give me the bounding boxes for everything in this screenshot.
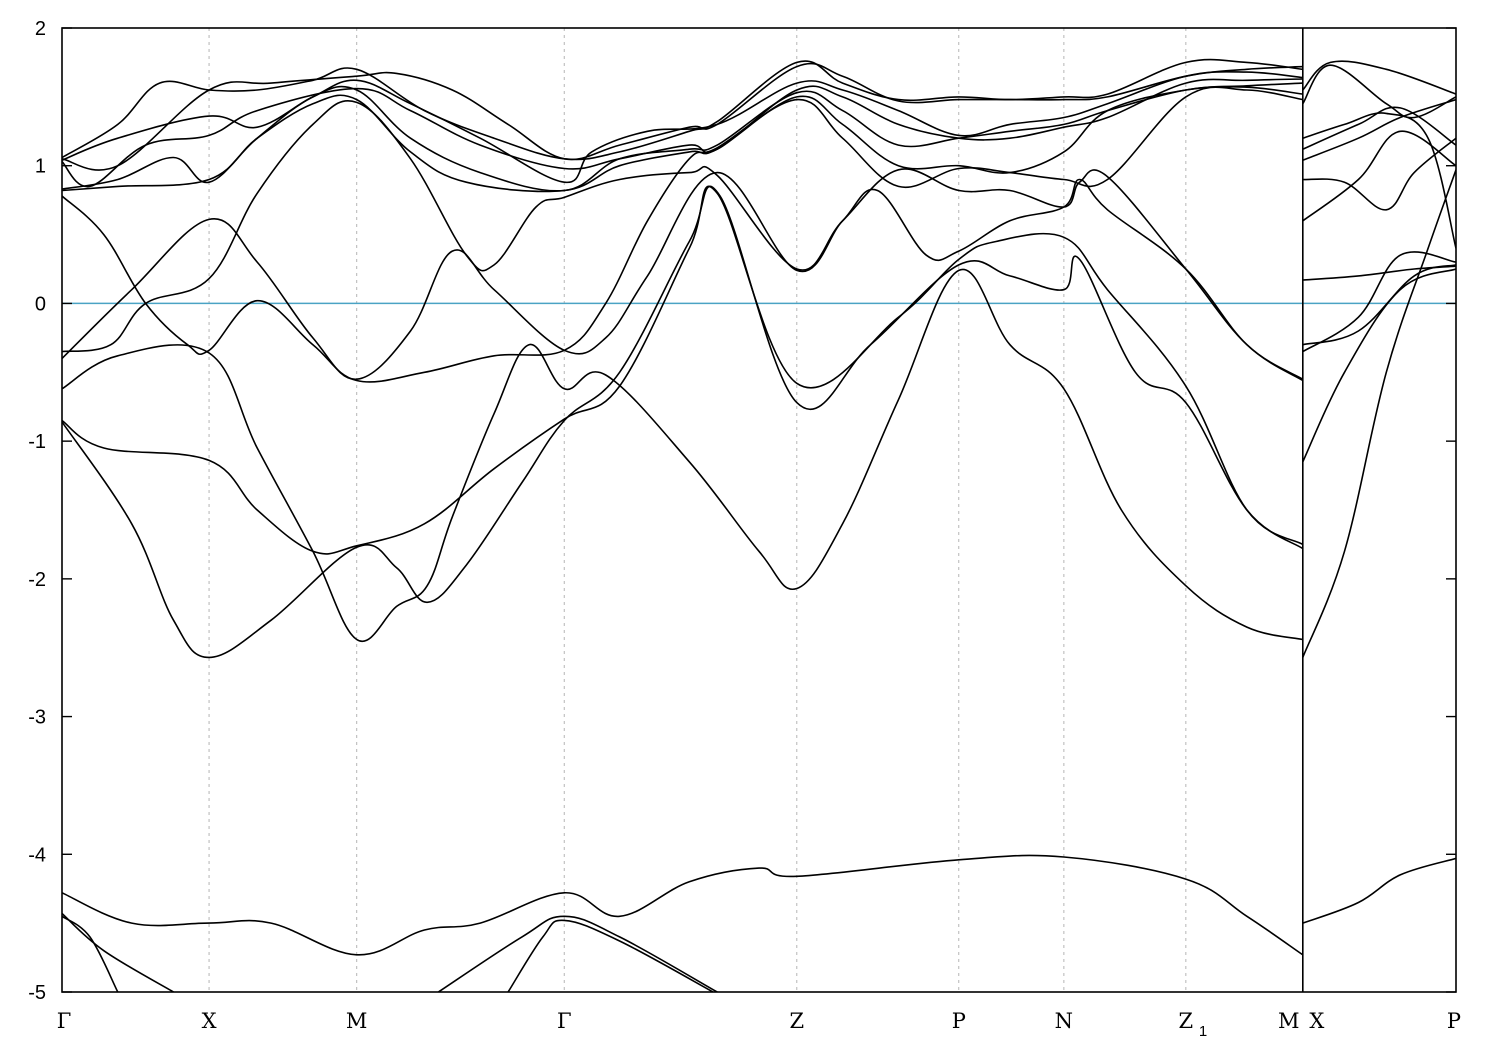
y-tick-label: -2 xyxy=(28,569,46,591)
band-line-2 xyxy=(62,185,1304,555)
band-line-5 xyxy=(62,100,1304,380)
y-tick-label: -4 xyxy=(28,844,46,866)
y-tick-label: -1 xyxy=(28,431,46,453)
kpoint-label: Z xyxy=(789,1009,804,1033)
y-tick-label: -5 xyxy=(28,982,46,1004)
band-line-28 xyxy=(1302,60,1456,95)
band-line-30 xyxy=(1302,857,1456,924)
kpoint-label: X xyxy=(1309,1009,1324,1033)
band-line-1 xyxy=(62,268,1303,643)
kpoint-label: X xyxy=(202,1009,217,1033)
kpoint-label: N xyxy=(1055,1009,1073,1033)
band-line-3 xyxy=(62,185,1304,659)
y-tick-labels: 2 1 0 -1 -2 -3 -4 -5 xyxy=(28,18,46,1004)
band-line-21 xyxy=(1302,268,1456,463)
band-line-26 xyxy=(1302,106,1456,150)
band-line-13 xyxy=(62,854,1304,956)
band-line-16 xyxy=(437,915,718,992)
kpoint-label: Γ xyxy=(557,1009,572,1033)
plot-frame xyxy=(61,27,1457,993)
band-line-23 xyxy=(1302,130,1456,222)
band-line-10 xyxy=(62,70,1303,184)
band-line-27 xyxy=(1302,112,1456,249)
band-line-7 xyxy=(62,85,1303,193)
y-tick-label: 2 xyxy=(35,18,46,40)
kpoint-label: P xyxy=(952,1009,966,1033)
band-lines xyxy=(62,58,1456,992)
y-tick-label: 1 xyxy=(35,156,46,178)
band-line-12 xyxy=(62,62,1303,171)
band-line-19 xyxy=(1302,264,1456,346)
band-line-25 xyxy=(1302,98,1456,161)
band-line-22 xyxy=(1302,169,1456,658)
band-line-4 xyxy=(62,171,1304,382)
grid-lines xyxy=(208,28,1304,992)
band-line-15 xyxy=(62,912,174,992)
kpoint-label: M xyxy=(346,1009,368,1033)
band-line-11 xyxy=(62,58,1303,161)
band-line-24 xyxy=(1302,137,1456,211)
y-tick-label: -3 xyxy=(28,707,46,729)
kpoint-label: P xyxy=(1447,1009,1461,1033)
band-line-17 xyxy=(507,919,714,992)
kpoint-label: Z xyxy=(1179,1009,1194,1033)
band-line-20 xyxy=(1302,251,1456,353)
kpoint-label-subscript: 1 xyxy=(1199,1023,1207,1040)
band-line-29 xyxy=(1302,64,1456,119)
kpoint-label: M xyxy=(1278,1009,1300,1033)
y-tick-label: 0 xyxy=(35,293,46,315)
band-line-9 xyxy=(62,78,1303,188)
band-line-6 xyxy=(62,86,1303,383)
band-line-8 xyxy=(62,82,1303,192)
kpoint-label: Γ xyxy=(57,1009,72,1033)
